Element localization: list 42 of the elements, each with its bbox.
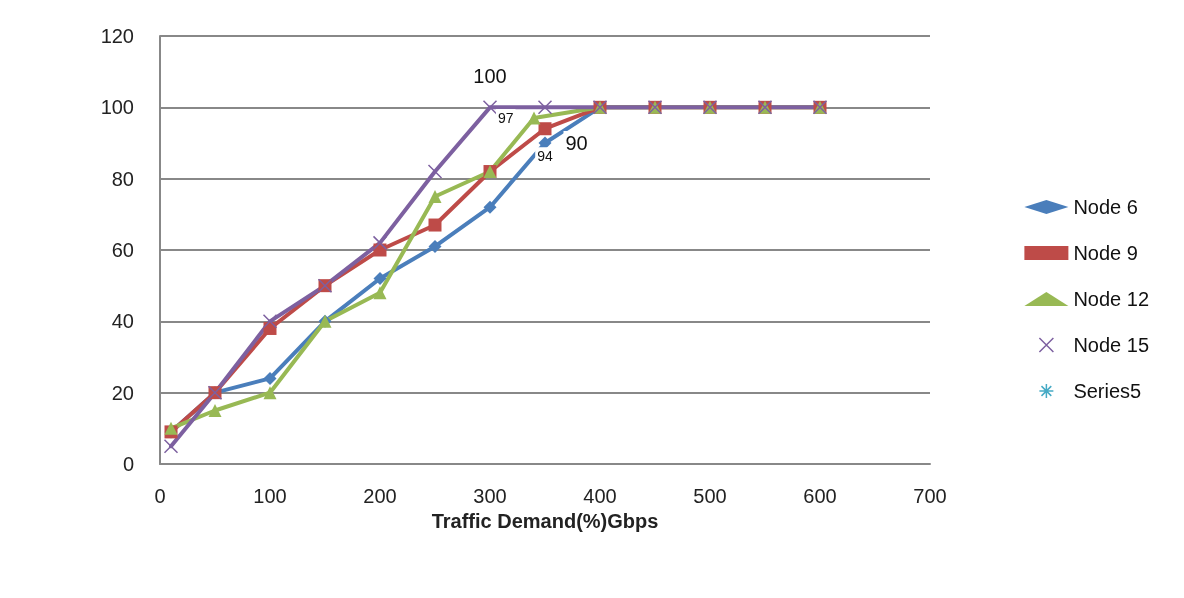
legend-label: Series5 [1073,380,1142,402]
legend-label: Node 9 [1073,242,1138,264]
x-tick-label: 600 [803,485,837,507]
data-label: 97 [497,110,514,127]
point [262,314,278,329]
x-tick-label: 700 [913,485,947,507]
x-tick-label: 0 [154,485,166,507]
point [483,200,497,214]
data-label: 90 [565,132,588,154]
legend-label: Node 15 [1073,334,1150,356]
y-tick-label: 120 [100,25,134,47]
point [208,404,222,417]
point [482,100,498,115]
x-tick-label: 400 [583,485,617,507]
y-tick-label: 0 [122,453,134,475]
data-label: 94 [537,148,553,165]
data-label: 100 [473,65,507,88]
point [263,386,277,400]
point [537,100,553,115]
point [428,190,442,203]
point [527,111,541,125]
point [164,421,178,435]
point [373,272,387,286]
point [428,218,442,232]
y-tick-label: 80 [111,167,134,190]
legend-label: Node 6 [1073,196,1138,218]
y-tick-label: 60 [111,239,134,261]
y-tick-label: 20 [111,381,134,404]
point [163,438,179,454]
x-tick-label: 100 [253,485,287,507]
x-tick-label: 500 [693,485,727,507]
y-tick-label: 40 [111,310,134,333]
point [372,235,388,251]
legend-label: Node 12 [1073,288,1150,310]
x-tick-label: 200 [363,485,397,507]
point [373,286,387,300]
point [538,122,552,136]
x-tick-label: 300 [473,485,507,507]
x-axis-title: Traffic Demand(%)Gbps [431,509,659,532]
point [263,371,277,385]
y-tick-label: 100 [100,96,134,119]
point [428,239,442,253]
